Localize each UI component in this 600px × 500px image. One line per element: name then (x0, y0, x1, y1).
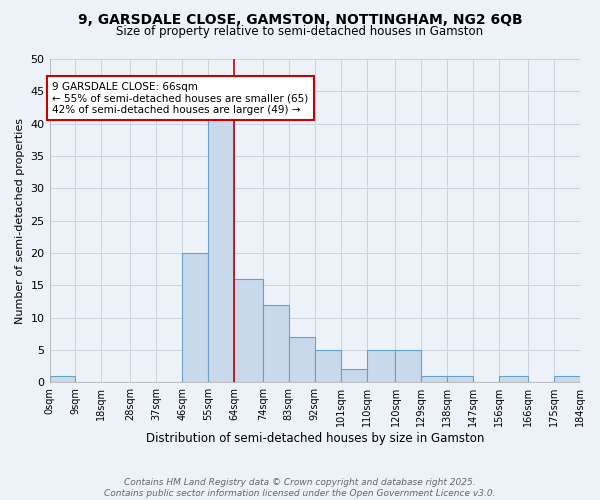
Bar (448, 376, 473, 382)
Text: 9, GARSDALE CLOSE, GAMSTON, NOTTINGHAM, NG2 6QB: 9, GARSDALE CLOSE, GAMSTON, NOTTINGHAM, … (77, 12, 523, 26)
Bar (208, 110, 234, 382)
Bar (341, 370, 367, 382)
Text: Contains HM Land Registry data © Crown copyright and database right 2025.
Contai: Contains HM Land Registry data © Crown c… (104, 478, 496, 498)
Bar (234, 279, 263, 382)
Bar (263, 304, 289, 382)
Bar (50, 376, 76, 382)
Bar (421, 376, 448, 382)
Bar (182, 253, 208, 382)
Text: 9 GARSDALE CLOSE: 66sqm
← 55% of semi-detached houses are smaller (65)
42% of se: 9 GARSDALE CLOSE: 66sqm ← 55% of semi-de… (52, 82, 308, 115)
Bar (315, 350, 341, 382)
X-axis label: Distribution of semi-detached houses by size in Gamston: Distribution of semi-detached houses by … (146, 432, 484, 445)
Bar (499, 376, 528, 382)
Bar (367, 350, 395, 382)
Bar (395, 350, 421, 382)
Text: Size of property relative to semi-detached houses in Gamston: Size of property relative to semi-detach… (116, 25, 484, 38)
Bar (289, 337, 315, 382)
Y-axis label: Number of semi-detached properties: Number of semi-detached properties (15, 118, 25, 324)
Bar (554, 376, 580, 382)
